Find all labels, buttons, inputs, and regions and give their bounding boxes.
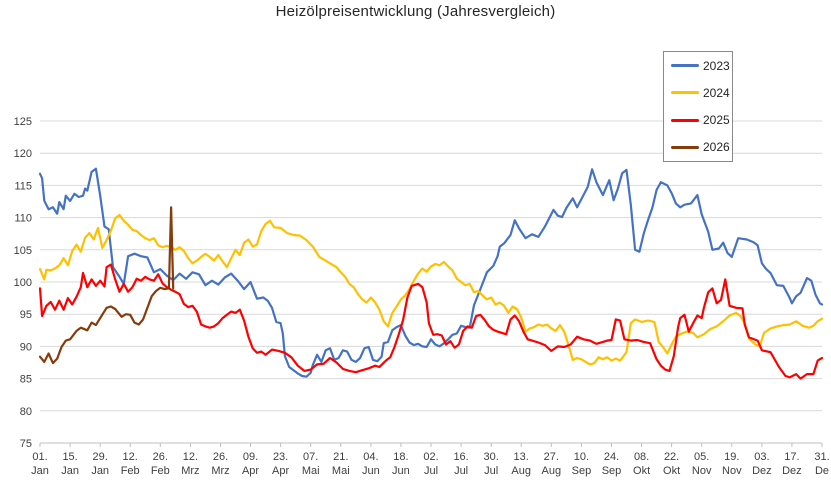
x-axis-label: Sep bbox=[602, 465, 622, 477]
x-axis-label: 07. bbox=[303, 451, 318, 463]
series-line-2023 bbox=[38, 167, 824, 378]
x-axis-label: Sep bbox=[572, 465, 592, 477]
legend-item-2024: 2024 bbox=[671, 87, 732, 99]
x-axis-label: 18. bbox=[393, 451, 408, 463]
x-axis-label: Jan bbox=[91, 465, 109, 477]
x-axis-label: 21. bbox=[333, 451, 348, 463]
legend-swatch-2025 bbox=[671, 118, 699, 122]
y-axis-label: 115 bbox=[14, 180, 32, 192]
series-line-2025 bbox=[38, 263, 824, 380]
x-axis-label: 24. bbox=[604, 451, 619, 463]
x-axis-label: 12. bbox=[183, 451, 198, 463]
x-axis-label: Jul bbox=[454, 465, 468, 477]
y-axis-label: 95 bbox=[20, 309, 32, 321]
x-axis-label: Aug bbox=[511, 465, 531, 477]
x-axis-label: 16. bbox=[453, 451, 468, 463]
x-axis-label: 10. bbox=[574, 451, 589, 463]
legend-label: 2026 bbox=[703, 140, 730, 155]
x-axis-label: 27. bbox=[544, 451, 559, 463]
x-axis-label: 15. bbox=[62, 451, 77, 463]
x-axis-label: Okt bbox=[633, 465, 650, 477]
y-axis-label: 120 bbox=[14, 148, 32, 160]
x-axis-label: Jul bbox=[484, 465, 498, 477]
x-axis-label: Nov bbox=[692, 465, 712, 477]
x-axis-label: 02. bbox=[423, 451, 438, 463]
legend-label: 2023 bbox=[703, 58, 730, 73]
legend-swatch-2024 bbox=[671, 91, 699, 95]
legend-label: 2024 bbox=[703, 85, 730, 100]
x-axis-label: Okt bbox=[663, 465, 680, 477]
x-axis-label: 26. bbox=[213, 451, 228, 463]
x-axis-label: 04. bbox=[363, 451, 378, 463]
x-axis-label: 26. bbox=[153, 451, 168, 463]
chart-title: Heizölpreisentwicklung (Jahresvergleich) bbox=[275, 3, 556, 20]
legend-item-2025: 2025 bbox=[671, 114, 732, 126]
x-axis-label: Aug bbox=[542, 465, 562, 477]
x-axis-label: 17. bbox=[784, 451, 799, 463]
legend-box: 2023 2024 2025 2026 bbox=[663, 51, 733, 162]
x-axis-label: 01. bbox=[32, 451, 47, 463]
x-axis-label: Jan bbox=[31, 465, 49, 477]
y-axis-label: 85 bbox=[20, 374, 32, 386]
x-axis-label: Jun bbox=[392, 465, 410, 477]
x-axis-label: 31. bbox=[814, 451, 829, 463]
legend-item-2023: 2023 bbox=[671, 60, 732, 72]
x-axis-label: Nov bbox=[722, 465, 742, 477]
x-axis-label: 19. bbox=[724, 451, 739, 463]
y-axis-label: 75 bbox=[20, 438, 32, 450]
x-axis-label: Mrz bbox=[211, 465, 229, 477]
x-axis-label: Dez bbox=[752, 465, 772, 477]
legend-item-2026: 2026 bbox=[671, 141, 732, 153]
legend-swatch-2026 bbox=[671, 145, 699, 149]
x-axis-label: 05. bbox=[694, 451, 709, 463]
x-axis-label: Feb bbox=[121, 465, 140, 477]
series-line-2024 bbox=[38, 213, 824, 366]
series-line-2026 bbox=[38, 206, 175, 365]
legend-swatch-2023 bbox=[671, 64, 699, 68]
x-axis-label: 09. bbox=[243, 451, 258, 463]
x-axis-label: Mai bbox=[302, 465, 320, 477]
x-axis-label: Apr bbox=[242, 465, 259, 477]
x-axis-label: Mai bbox=[332, 465, 350, 477]
x-axis-label: Feb bbox=[151, 465, 170, 477]
x-axis-label: 12. bbox=[123, 451, 138, 463]
y-axis-label: 100 bbox=[14, 277, 32, 289]
x-axis-label: Dez bbox=[782, 465, 802, 477]
x-axis-label: 08. bbox=[634, 451, 649, 463]
x-axis-label: Jun bbox=[362, 465, 380, 477]
legend-label: 2025 bbox=[703, 113, 730, 128]
y-axis-label: 80 bbox=[20, 406, 32, 418]
y-axis-label: 125 bbox=[14, 116, 32, 128]
x-axis-label: 13. bbox=[514, 451, 529, 463]
y-axis-label: 90 bbox=[20, 341, 32, 353]
x-axis-label: 29. bbox=[93, 451, 108, 463]
y-axis-label: 105 bbox=[14, 245, 32, 257]
x-axis-label: 30. bbox=[484, 451, 499, 463]
x-axis-label: Jan bbox=[61, 465, 79, 477]
x-axis-label: De bbox=[815, 465, 829, 477]
x-axis-label: Mrz bbox=[181, 465, 199, 477]
y-axis-label: 110 bbox=[14, 213, 32, 225]
x-axis-label: 22. bbox=[664, 451, 679, 463]
x-axis-label: 03. bbox=[754, 451, 769, 463]
x-axis-label: 23. bbox=[273, 451, 288, 463]
x-axis-label: Apr bbox=[272, 465, 289, 477]
x-axis-label: Jul bbox=[424, 465, 438, 477]
